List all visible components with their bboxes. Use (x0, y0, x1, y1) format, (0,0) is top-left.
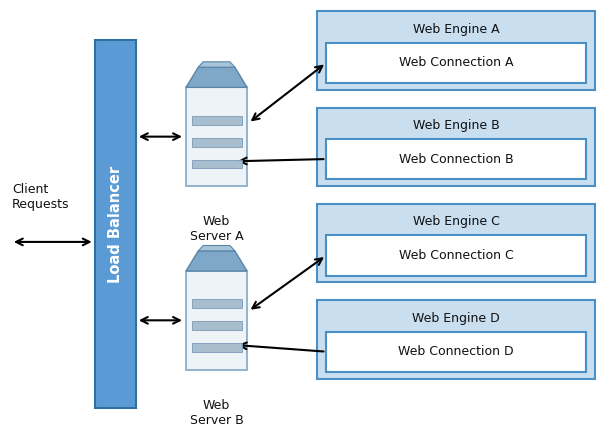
FancyBboxPatch shape (192, 138, 242, 146)
FancyBboxPatch shape (192, 321, 242, 330)
Text: Load Balancer: Load Balancer (108, 165, 123, 283)
Text: Web Connection B: Web Connection B (399, 152, 513, 166)
FancyBboxPatch shape (317, 300, 595, 379)
FancyBboxPatch shape (186, 271, 247, 370)
FancyBboxPatch shape (192, 299, 242, 308)
Text: Web
Server A: Web Server A (190, 215, 243, 243)
FancyBboxPatch shape (192, 159, 242, 168)
Polygon shape (186, 67, 247, 87)
FancyBboxPatch shape (317, 11, 595, 90)
FancyBboxPatch shape (326, 139, 586, 179)
Text: Web
Server B: Web Server B (190, 399, 243, 426)
FancyBboxPatch shape (326, 235, 586, 276)
FancyBboxPatch shape (326, 43, 586, 83)
Polygon shape (186, 251, 247, 271)
FancyBboxPatch shape (317, 108, 595, 186)
Polygon shape (198, 62, 235, 67)
FancyBboxPatch shape (317, 204, 595, 282)
Text: Web Connection C: Web Connection C (398, 249, 514, 262)
FancyBboxPatch shape (186, 87, 247, 186)
Polygon shape (198, 246, 235, 251)
Text: Client
Requests: Client Requests (12, 182, 70, 211)
Text: Web Engine D: Web Engine D (412, 311, 500, 325)
Text: Web Connection A: Web Connection A (399, 56, 513, 69)
FancyBboxPatch shape (95, 40, 136, 408)
FancyBboxPatch shape (326, 332, 586, 372)
Text: Web Engine C: Web Engine C (412, 215, 500, 228)
Text: Web Engine A: Web Engine A (412, 22, 500, 36)
Text: Web Engine B: Web Engine B (412, 119, 500, 132)
FancyBboxPatch shape (192, 343, 242, 352)
FancyBboxPatch shape (192, 116, 242, 125)
Text: Web Connection D: Web Connection D (398, 345, 514, 358)
